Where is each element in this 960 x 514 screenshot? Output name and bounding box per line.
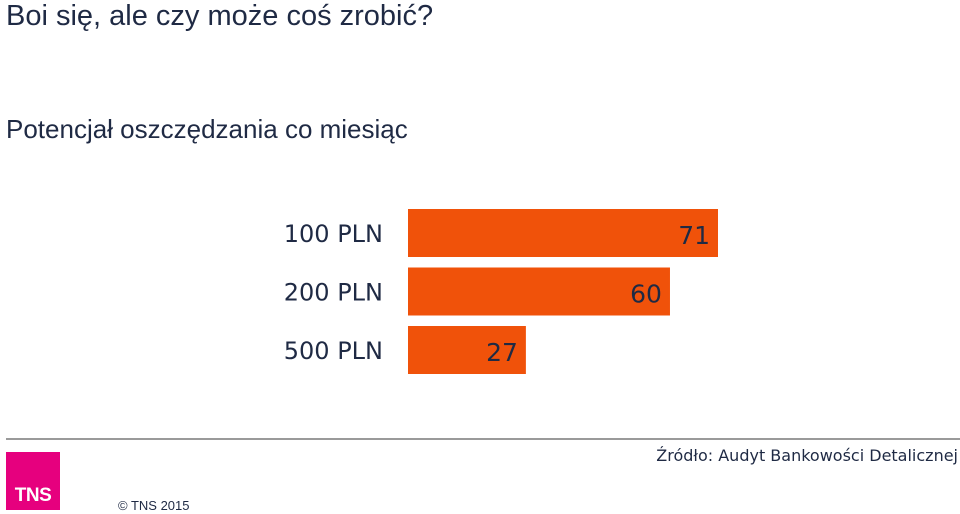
savings-bar-chart: 100 PLN 71 200 PLN 60 500 PLN 27 bbox=[284, 209, 718, 374]
bar-value-label: 71 bbox=[678, 221, 710, 250]
source-note: Źródło: Audyt Bankowości Detalicznej bbox=[656, 446, 958, 465]
bar-value-label: 60 bbox=[630, 280, 662, 309]
bar-value-label: 27 bbox=[486, 338, 518, 367]
bar bbox=[408, 326, 526, 374]
bar bbox=[408, 209, 718, 257]
tns-logo-text: TNS bbox=[14, 485, 52, 506]
category-label: 100 PLN bbox=[284, 220, 383, 248]
category-label: 500 PLN bbox=[284, 337, 383, 365]
tns-logo: TNS bbox=[6, 452, 60, 510]
copyright-note: © TNS 2015 bbox=[118, 498, 190, 513]
bar bbox=[408, 267, 670, 316]
footer-divider bbox=[6, 438, 960, 440]
chart-subtitle: Potencjał oszczędzania co miesiąc bbox=[6, 114, 408, 144]
page-title: Boi się, ale czy może coś zrobić? bbox=[6, 0, 434, 32]
category-label: 200 PLN bbox=[284, 279, 383, 307]
bars-layer: 100 PLN 71 200 PLN 60 500 PLN 27 bbox=[284, 209, 718, 374]
